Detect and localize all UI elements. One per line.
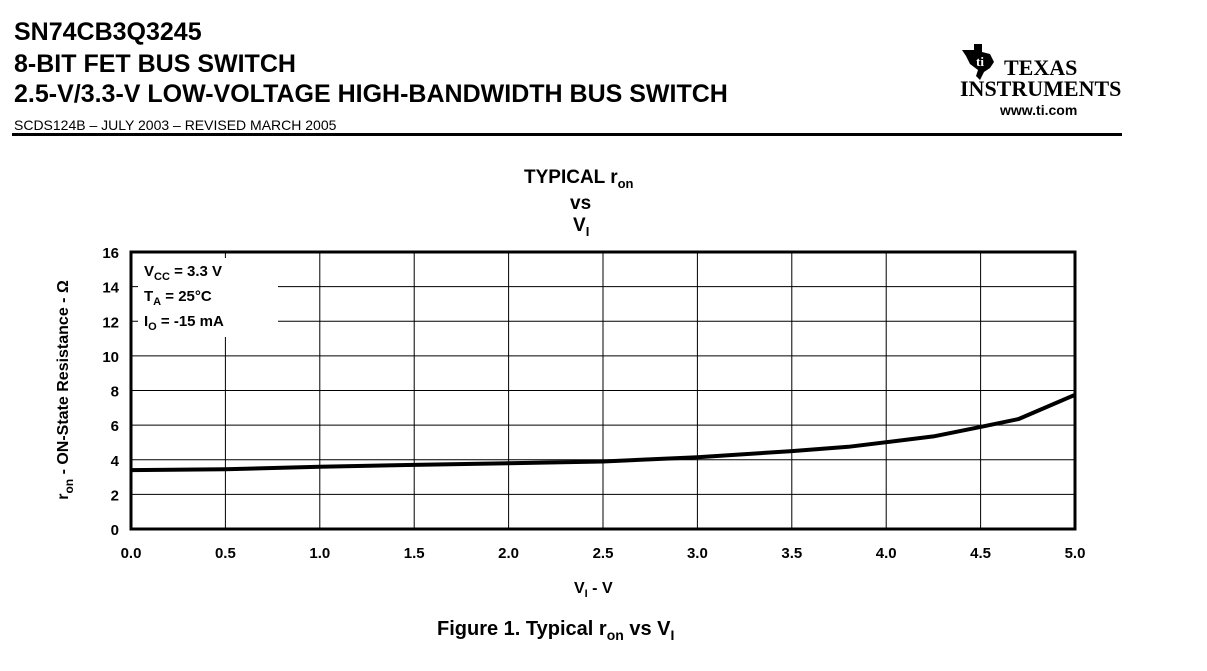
y-tick-label: 16 [102,245,119,262]
x-tick-label: 1.0 [309,545,330,562]
x-axis-label: VI - V [574,580,613,600]
part-description: 2.5-V/3.3-V LOW-VOLTAGE HIGH-BANDWIDTH B… [14,80,728,108]
y-tick-label: 6 [111,418,119,435]
chart-title-text: TYPICAL r [524,167,618,188]
y-tick-label: 2 [111,487,119,504]
part-subtitle: 8-BIT FET BUS SWITCH [14,50,296,78]
logo-url[interactable]: www.ti.com [1000,102,1078,118]
y-tick-label: 0 [111,522,119,539]
chart-title-subscript: on [617,176,634,191]
y-axis-label: ron - ON-State Resistance - Ω [55,280,76,500]
ti-state-icon: ti [962,44,994,80]
chart-title-line1: TYPICAL ron [524,167,634,191]
x-tick-label: 2.5 [593,545,614,562]
part-number: SN74CB3Q3245 [14,18,202,46]
plot-frame [129,250,1077,531]
test-conditions-box: VCC = 3.3 V TA = 25°C IO = -15 mA [138,258,278,337]
chart-title-var-subscript: I [585,224,590,239]
header-rule [12,133,1122,136]
svg-text:ti: ti [976,54,984,69]
y-tick-label: 8 [111,384,119,401]
ti-logo: ti TEXAS INSTRUMENTS www.ti.com [958,42,1128,122]
logo-word-instruments: INSTRUMENTS [960,76,1122,101]
condition-io: IO = -15 mA [144,313,224,333]
series-line [130,392,1076,473]
x-tick-label: 4.0 [876,545,897,562]
y-tick-label: 12 [102,314,119,331]
x-tick-label: 1.5 [404,545,425,562]
x-tick-label: 5.0 [1065,545,1086,562]
x-tick-label: 0.0 [121,545,142,562]
y-tick-labels: 0 2 4 6 8 10 12 14 16 [102,245,119,539]
x-tick-label: 3.0 [687,545,708,562]
x-tick-label: 0.5 [215,545,236,562]
x-tick-label: 3.5 [781,545,802,562]
x-tick-label: 4.5 [970,545,991,562]
chart-title-var: V [573,215,586,236]
x-tick-label: 2.0 [498,545,519,562]
chart-title-line3: VI [573,215,590,239]
document-id: SCDS124B – JULY 2003 – REVISED MARCH 200… [14,117,337,133]
chart-title-line2: vs [570,193,592,214]
x-tick-labels: 0.0 0.5 1.0 1.5 2.0 2.5 3.0 3.5 4.0 4.5 5.0 [121,545,1086,562]
y-tick-label: 14 [102,280,119,297]
condition-vcc: VCC = 3.3 V [144,263,223,283]
y-tick-label: 10 [102,349,119,366]
y-tick-label: 4 [111,453,120,470]
figure-caption: Figure 1. Typical ron vs VI [437,618,675,643]
condition-ta: TA = 25°C [144,288,212,308]
logo-word-texas: TEXAS [1004,55,1078,80]
